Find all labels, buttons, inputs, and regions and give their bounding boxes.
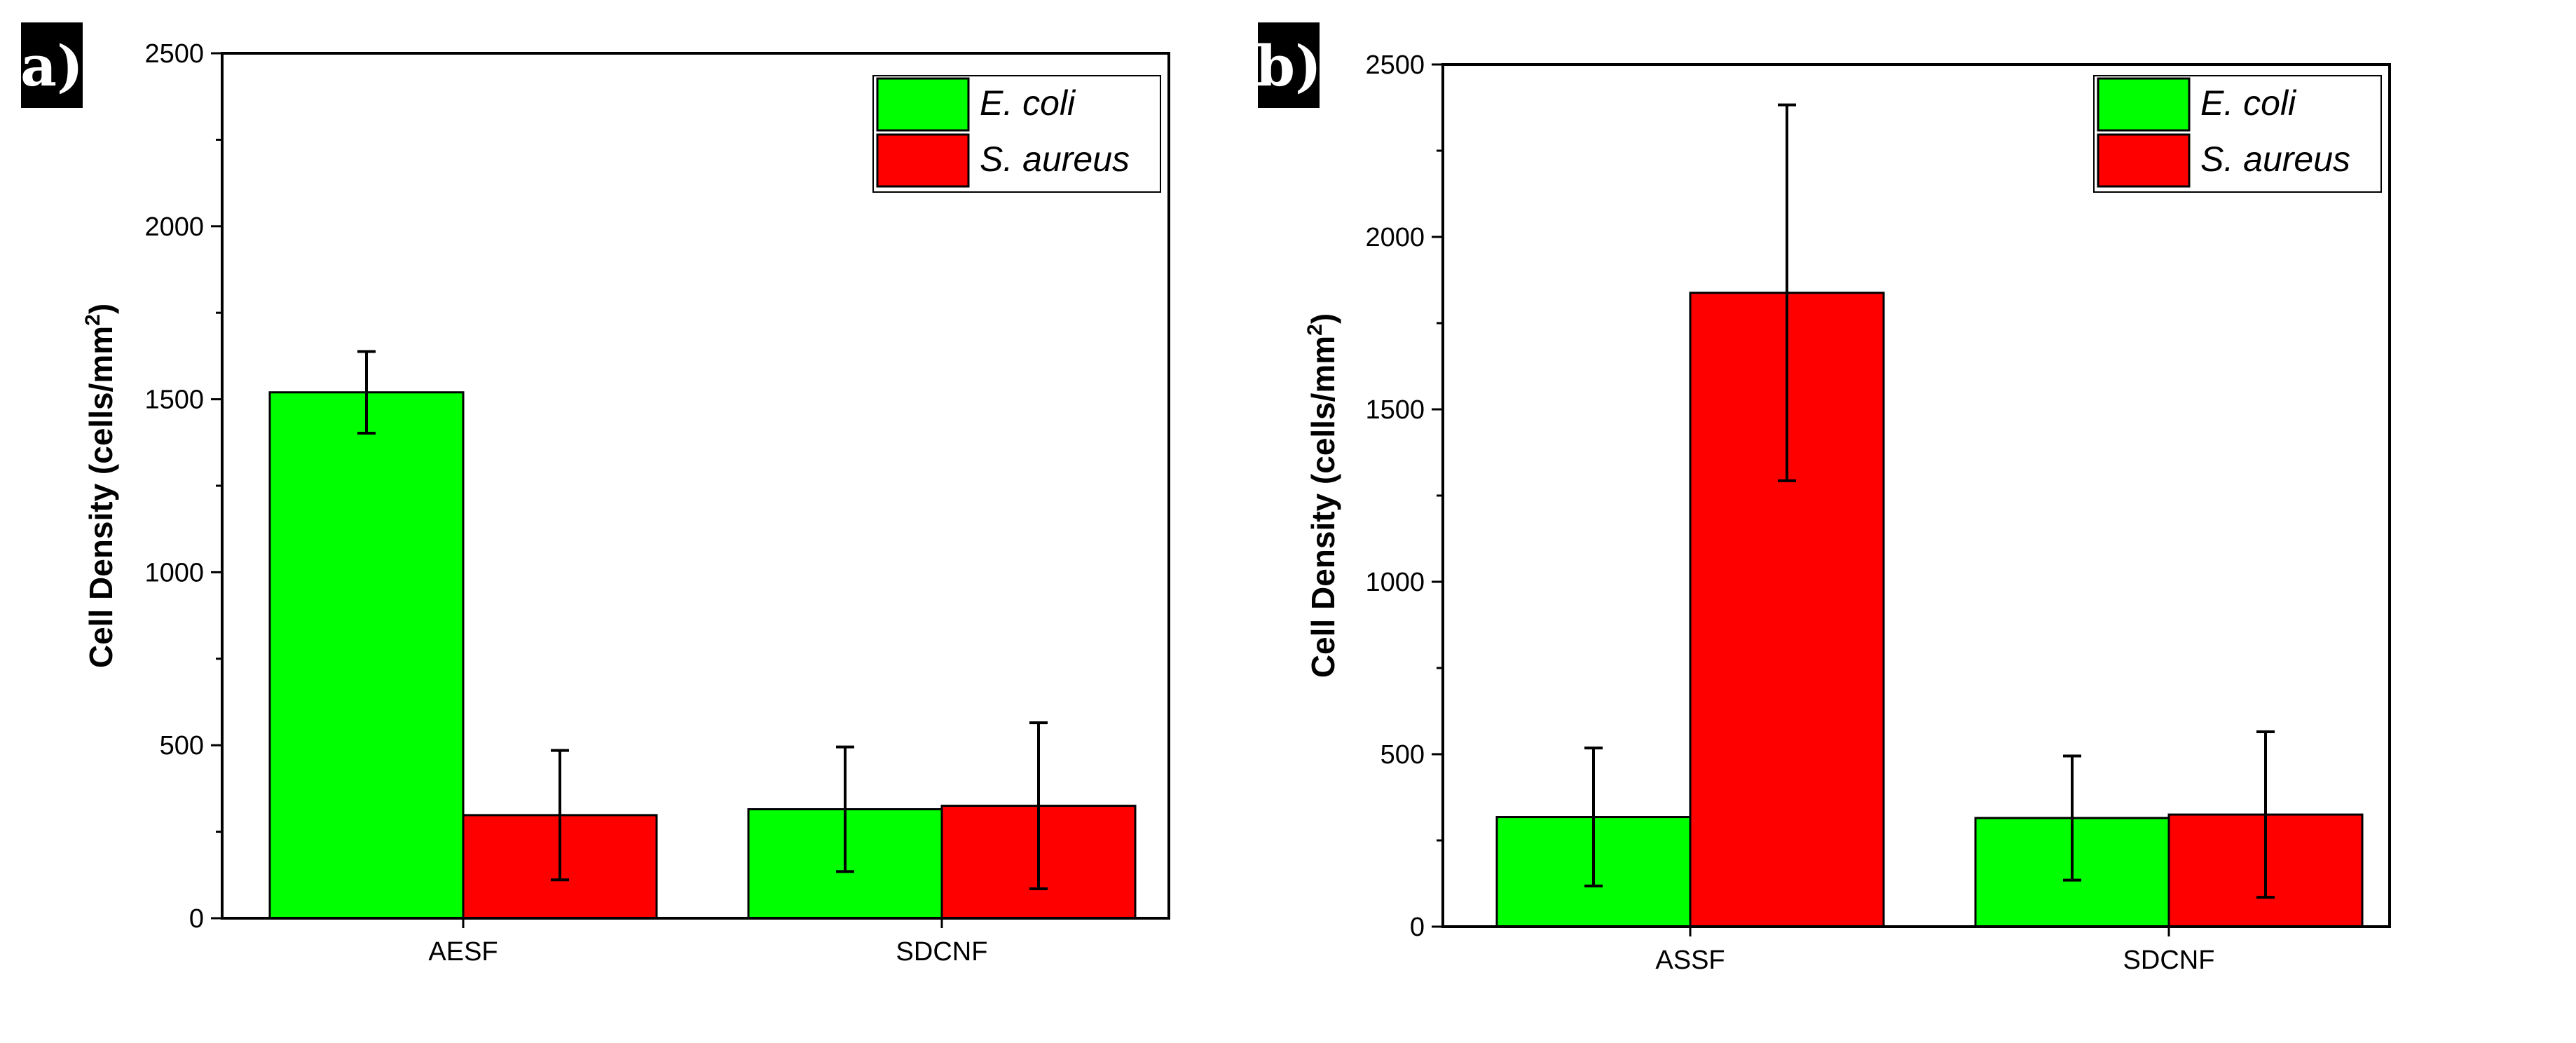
legend: E. coli S. aureus — [2093, 75, 2382, 193]
legend-swatch — [2097, 133, 2191, 188]
panel-label-badge — [21, 22, 83, 108]
legend-swatch — [876, 133, 970, 188]
legend-label: E. coli — [980, 83, 1076, 123]
legend-label: E. coli — [2200, 83, 2297, 123]
y-tick-label: 500 — [160, 731, 204, 761]
y-tick-label: 500 — [1381, 740, 1425, 770]
x-tick-label: ASSF — [1655, 946, 1725, 975]
legend: E. coli S. aureus — [872, 75, 1161, 193]
legend-swatch — [2097, 77, 2191, 132]
y-axis-label: Cell Density (cells/mm2) — [81, 304, 119, 668]
chart-panel-1: a) AESF SDCNF 0 500 1000 1500 2000 2500 Cell Dens… — [20, 22, 1170, 967]
legend-label: S. aureus — [980, 139, 1130, 179]
y-axis-label: Cell Density (cells/mm2) — [1303, 313, 1341, 678]
y-tick-label: 2000 — [144, 212, 204, 242]
y-tick-label: 0 — [189, 904, 204, 934]
y-tick-label: 1000 — [144, 558, 204, 587]
y-tick-label: 2500 — [144, 39, 204, 69]
y-tick-label: 0 — [1410, 913, 1425, 942]
panel-label: b) — [1256, 33, 1322, 99]
panel-label: a) — [20, 33, 83, 99]
panel-label-badge — [1258, 22, 1320, 108]
y-tick-label: 2000 — [1365, 223, 1425, 252]
legend-swatch — [876, 77, 970, 132]
bar-aesf-e-coli — [268, 391, 465, 920]
plot-frame — [1441, 63, 2391, 928]
legend-label: S. aureus — [2200, 139, 2350, 179]
x-tick-label: SDCNF — [2123, 946, 2215, 975]
y-tick-label: 2500 — [1365, 50, 1425, 80]
plot-frame — [221, 52, 1170, 920]
y-tick-label: 1500 — [144, 386, 204, 415]
x-tick-label: SDCNF — [896, 937, 988, 967]
x-tick-label: AESF — [428, 937, 498, 967]
y-tick-label: 1000 — [1365, 568, 1425, 597]
y-tick-label: 1500 — [1365, 395, 1425, 425]
chart-panel-2: b) ASSF SDCNF 0 500 1000 1500 2000 2500 Cell Dens… — [1256, 22, 2391, 975]
